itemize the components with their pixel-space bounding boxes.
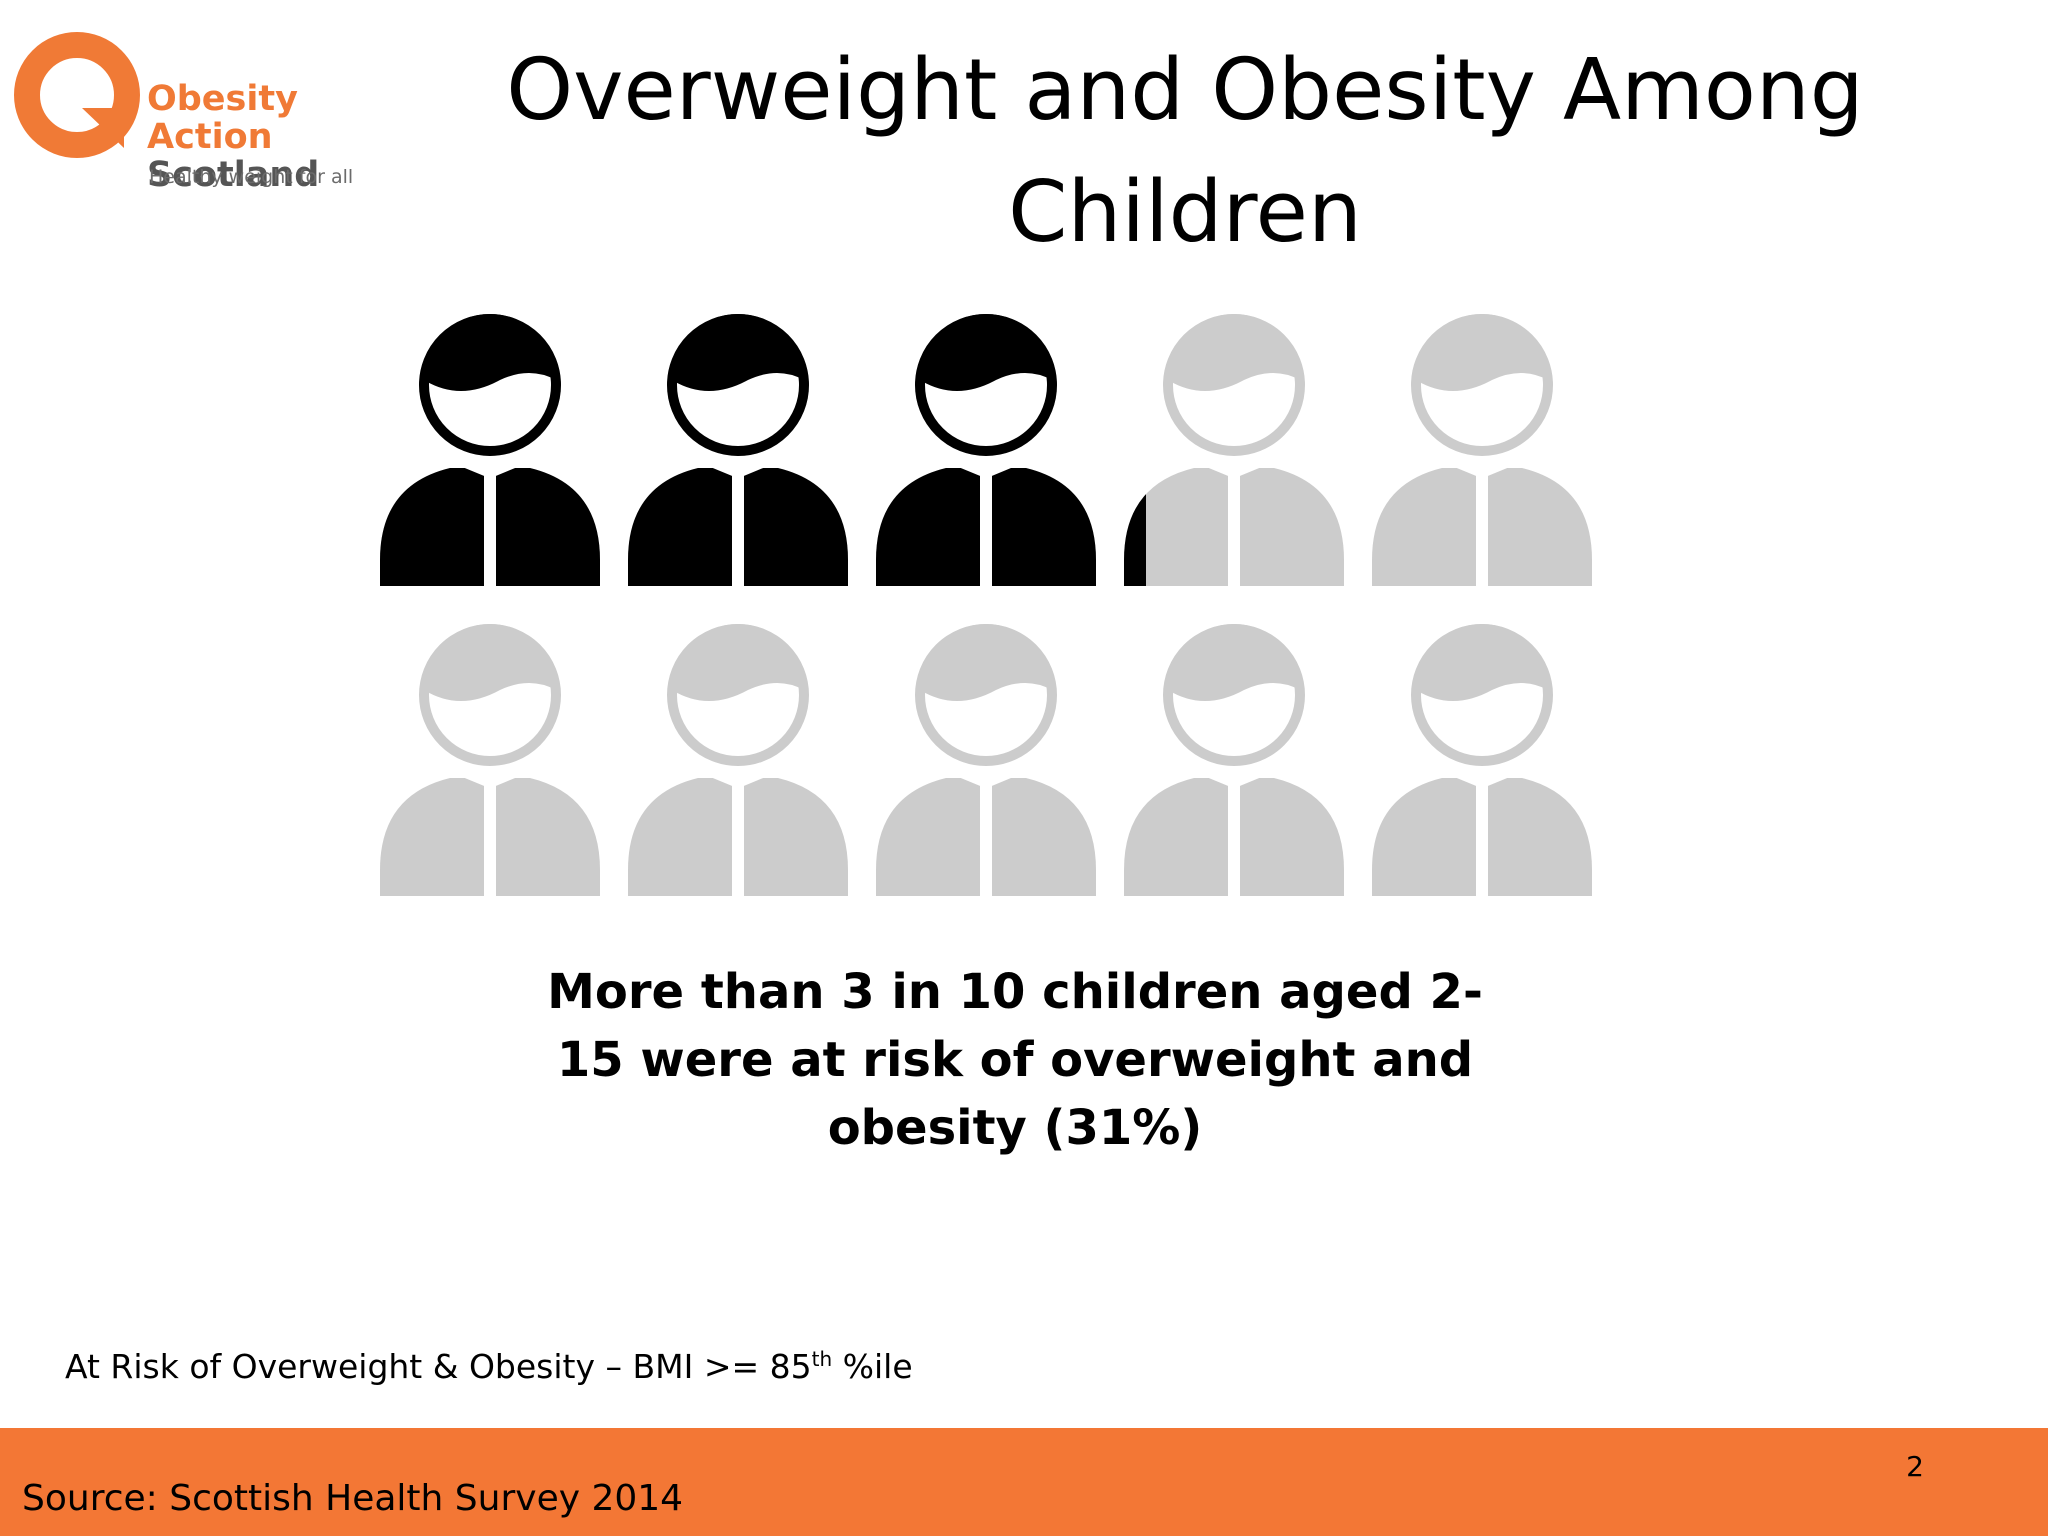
child-icon bbox=[876, 314, 1096, 586]
pictogram-chart bbox=[380, 314, 1592, 896]
logo-mark-icon bbox=[14, 32, 140, 158]
child-icon bbox=[1124, 314, 1344, 586]
definition-note-text: At Risk of Overweight & Obesity – BMI >=… bbox=[65, 1347, 812, 1386]
definition-note: At Risk of Overweight & Obesity – BMI >=… bbox=[65, 1347, 913, 1386]
child-icon bbox=[876, 624, 1096, 896]
child-icon bbox=[380, 624, 600, 896]
logo-name: Obesity Action Scotland bbox=[147, 80, 432, 194]
child-icon bbox=[1372, 624, 1592, 896]
page-number: 2 bbox=[1906, 1450, 1924, 1483]
logo-name-line2: Scotland bbox=[147, 155, 320, 195]
page-title: Overweight and Obesity Among Children bbox=[506, 41, 1864, 262]
logo: Obesity Action Scotland Healthy weight f… bbox=[12, 30, 432, 200]
footer-bar: 2 Source: Scottish Health Survey 2014 bbox=[0, 1428, 2048, 1536]
definition-note-suffix: %ile bbox=[832, 1347, 913, 1386]
child-icon bbox=[380, 314, 600, 586]
child-icon bbox=[628, 314, 848, 586]
definition-note-sup: th bbox=[811, 1347, 833, 1371]
source-text: Source: Scottish Health Survey 2014 bbox=[22, 1478, 684, 1519]
logo-tagline: Healthy weight for all bbox=[149, 166, 354, 188]
child-icon bbox=[628, 624, 848, 896]
logo-name-line1: Obesity Action bbox=[147, 79, 298, 157]
stat-text: More than 3 in 10 children aged 2-15 wer… bbox=[547, 964, 1483, 1156]
child-icon bbox=[1372, 314, 1592, 586]
child-icon bbox=[1124, 624, 1344, 896]
